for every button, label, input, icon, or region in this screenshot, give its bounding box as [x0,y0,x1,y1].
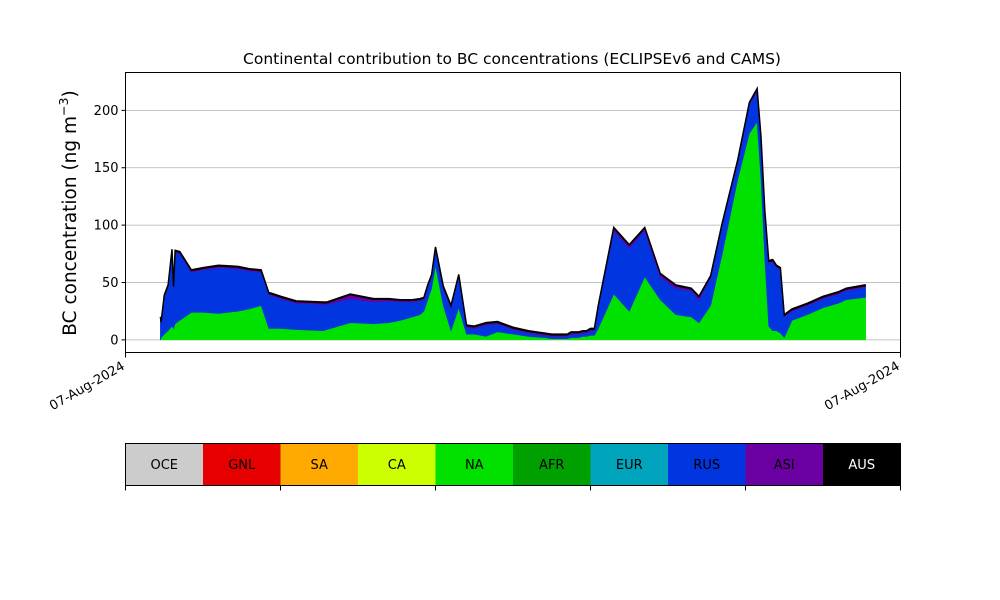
legend-swatch-ca [358,443,436,486]
legend-swatch-na [435,443,514,486]
x-tick-label: 07-Aug-2024 [822,359,902,414]
legend-label-na: NA [465,458,484,473]
legend-swatch-eur [590,443,669,486]
legend-label-asi: ASI [774,458,795,473]
x-tick-label: 07-Aug-2024 [47,359,127,414]
y-tick-label: 150 [94,161,119,176]
stacked-areas [159,86,866,341]
legend-label-gnl: GNL [228,458,256,473]
legend-label-ca: CA [388,458,406,473]
legend-label-eur: EUR [616,458,643,473]
y-tick-label: 0 [110,333,118,348]
y-axis-label: BC concentration (ng m−3) [56,90,81,335]
y-axis-ticks: 0 50 100 150 200 [94,104,126,348]
legend-swatch-afr [513,443,591,486]
y-tick-label: 200 [94,104,119,119]
legend-label-oce: OCE [150,458,178,473]
x-axis-ticks: 07-Aug-2024 07-Aug-2024 [47,352,903,414]
legend-swatch-sa [280,443,359,486]
y-tick-label: 100 [94,219,119,234]
total-outline [159,86,866,335]
legend-swatch-aus [823,443,901,486]
legend-swatch-gnl [203,443,281,486]
y-axis-label-exponent: −3 [56,98,71,116]
legend-label-sa: SA [311,458,328,473]
y-axis-label-close: ) [60,90,81,97]
legend-label-afr: AFR [539,458,564,473]
legend-swatch-asi [745,443,824,486]
chart-title: Continental contribution to BC concentra… [243,50,781,68]
region-legend: OCE GNL SA CA NA AFR EUR RUS ASI AUS [125,443,901,491]
legend-swatch-oce [125,443,204,486]
legend-label-rus: RUS [693,458,720,473]
y-tick-label: 50 [102,276,119,291]
legend-swatch-rus [668,443,746,486]
legend-frame [125,443,901,486]
plot-frame [125,72,901,353]
y-axis-label-text: BC concentration (ng m [60,116,81,336]
legend-label-aus: AUS [848,458,875,473]
